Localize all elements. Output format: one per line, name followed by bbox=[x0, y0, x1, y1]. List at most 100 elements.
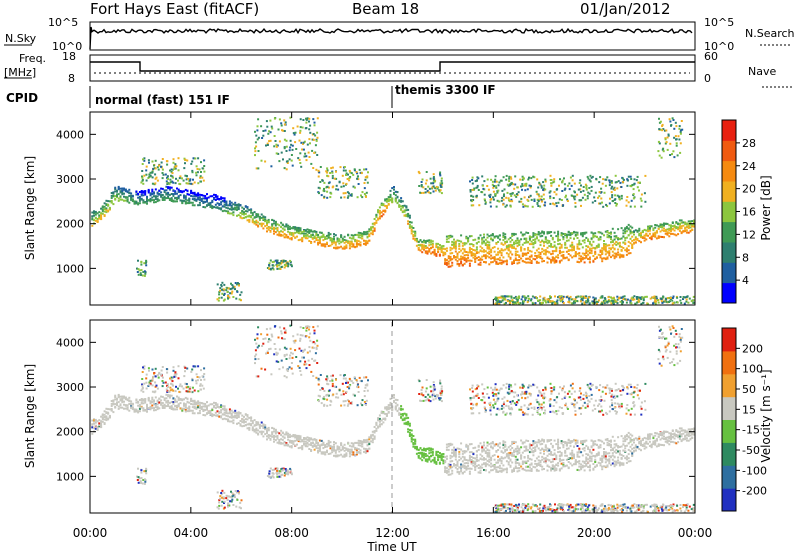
echo-cell bbox=[387, 196, 390, 199]
echo-cell bbox=[154, 396, 157, 399]
echo-cell bbox=[644, 174, 647, 177]
echo-cell bbox=[585, 245, 588, 248]
echo-cell bbox=[311, 442, 314, 445]
echo-cell bbox=[213, 197, 215, 200]
echo-cell bbox=[124, 190, 127, 193]
echo-cell bbox=[463, 243, 466, 246]
echo-cell bbox=[257, 118, 260, 121]
echo-cell bbox=[627, 252, 630, 255]
echo-cell bbox=[119, 399, 122, 402]
echo-cell bbox=[100, 216, 103, 218]
echo-cell bbox=[197, 193, 200, 196]
echo-cell bbox=[146, 195, 148, 198]
echo-cell bbox=[447, 265, 450, 268]
echo-cell bbox=[659, 128, 662, 131]
echo-cell bbox=[449, 265, 452, 268]
echo-cell bbox=[451, 258, 454, 261]
echo-cell bbox=[174, 200, 177, 203]
echo-cell bbox=[391, 201, 394, 203]
echo-cell bbox=[505, 240, 508, 243]
echo-cell bbox=[239, 293, 242, 296]
echo-cell bbox=[269, 139, 272, 142]
echo-cell bbox=[604, 230, 607, 233]
echo-cell bbox=[500, 249, 503, 252]
echo-cell bbox=[276, 227, 279, 230]
echo-cell bbox=[545, 301, 547, 304]
echo-cell bbox=[343, 443, 346, 446]
echo-cell bbox=[580, 299, 583, 302]
echo-cell bbox=[675, 226, 678, 228]
echo-cell bbox=[555, 248, 558, 251]
echo-cell bbox=[184, 198, 187, 201]
echo-cell bbox=[144, 262, 147, 265]
echo-cell bbox=[154, 182, 157, 185]
echo-cell bbox=[578, 261, 581, 264]
echo-cell bbox=[631, 247, 634, 249]
echo-cell bbox=[615, 236, 618, 239]
echo-cell bbox=[186, 401, 189, 404]
echo-cell bbox=[520, 249, 523, 252]
echo-cell bbox=[220, 207, 223, 210]
echo-cell bbox=[235, 283, 238, 286]
echo-cell bbox=[620, 237, 623, 240]
echo-cell bbox=[687, 220, 690, 223]
echo-cell bbox=[333, 448, 335, 451]
echo-cell bbox=[470, 204, 473, 207]
echo-cell bbox=[114, 190, 117, 193]
echo-cell bbox=[312, 167, 315, 169]
echo-cell bbox=[280, 266, 283, 268]
echo-cell bbox=[170, 174, 172, 177]
echo-cell bbox=[345, 239, 348, 242]
echo-cell bbox=[191, 191, 194, 194]
echo-cell bbox=[585, 256, 588, 259]
echo-cell bbox=[121, 399, 124, 402]
echo-cell bbox=[283, 236, 286, 239]
echo-cell bbox=[209, 403, 212, 406]
echo-cell bbox=[114, 396, 117, 399]
echo-cell bbox=[274, 231, 277, 234]
echo-cell bbox=[333, 454, 335, 457]
echo-cell bbox=[378, 420, 381, 423]
echo-cell bbox=[243, 216, 245, 219]
echo-cell bbox=[154, 406, 157, 409]
echo-cell bbox=[610, 236, 612, 238]
echo-cell bbox=[576, 261, 579, 263]
echo-cell bbox=[296, 229, 298, 232]
echo-cell bbox=[290, 237, 293, 240]
echo-cell bbox=[547, 301, 550, 304]
echo-cell bbox=[384, 412, 387, 415]
echo-cell bbox=[461, 244, 464, 247]
echo-cell bbox=[255, 216, 258, 219]
echo-cell bbox=[140, 191, 143, 194]
echo-cell bbox=[195, 199, 198, 202]
echo-cell bbox=[519, 302, 522, 305]
nsky-label: N.Sky bbox=[5, 32, 37, 45]
echo-cell bbox=[583, 252, 586, 255]
echo-cell bbox=[308, 240, 311, 242]
echo-cell bbox=[477, 256, 480, 259]
echo-cell bbox=[246, 215, 249, 218]
echo-cell bbox=[663, 236, 665, 239]
echo-cell bbox=[243, 213, 245, 216]
echo-cell bbox=[123, 400, 125, 403]
echo-cell bbox=[586, 195, 589, 197]
echo-cell bbox=[576, 231, 579, 234]
echo-cell bbox=[380, 211, 383, 214]
echo-cell bbox=[574, 298, 577, 301]
echo-cell bbox=[449, 259, 452, 262]
echo-cell bbox=[276, 265, 279, 268]
echo-cell bbox=[353, 168, 356, 171]
echo-cell bbox=[451, 247, 454, 250]
echo-cell bbox=[658, 128, 661, 131]
echo-cell bbox=[463, 254, 466, 257]
echo-cell bbox=[322, 442, 325, 445]
echo-cell bbox=[568, 301, 571, 304]
echo-cell bbox=[348, 177, 351, 179]
echo-cell bbox=[633, 298, 636, 301]
echo-cell bbox=[598, 191, 601, 194]
echo-cell bbox=[234, 414, 237, 417]
echo-cell bbox=[625, 227, 628, 230]
echo-cell bbox=[423, 239, 425, 242]
echo-cell bbox=[165, 397, 168, 400]
echo-cell bbox=[310, 444, 313, 446]
